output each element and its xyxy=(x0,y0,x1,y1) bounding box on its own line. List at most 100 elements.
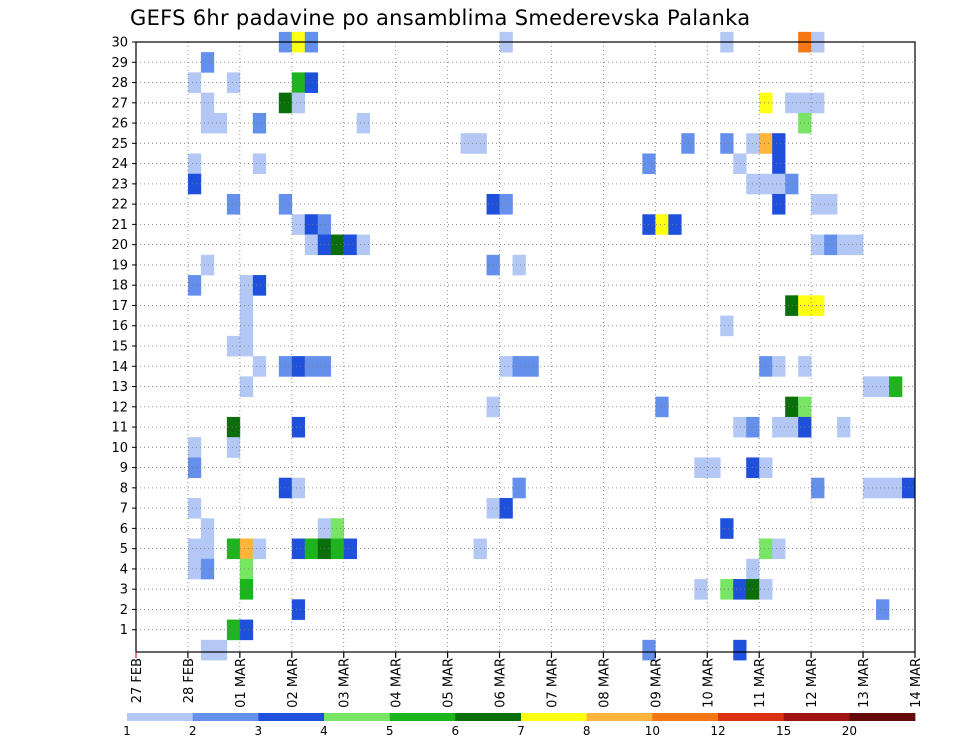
y-tick-label: 8 xyxy=(120,481,128,496)
heatmap-cell xyxy=(486,497,500,519)
heatmap-cell xyxy=(759,579,773,600)
y-tick-label: 26 xyxy=(111,117,128,132)
heatmap-cell xyxy=(226,416,241,438)
colorbar-swatch xyxy=(521,713,588,721)
y-tick-label: 2 xyxy=(120,603,128,618)
x-tick-label: 06 MAR xyxy=(494,658,509,708)
heatmap-cell xyxy=(187,437,202,458)
x-tick-label: 12 MAR xyxy=(805,658,820,708)
y-tick-label: 5 xyxy=(120,542,128,557)
heatmap-cell xyxy=(876,376,890,397)
heatmap-cell xyxy=(291,92,306,114)
y-tick-label: 14 xyxy=(111,360,128,375)
y-tick-label: 10 xyxy=(111,441,128,456)
heatmap-cell xyxy=(460,133,474,154)
cells-layer xyxy=(187,31,916,661)
heatmap-cell xyxy=(733,639,747,661)
heatmap-cell xyxy=(642,639,656,661)
y-tick-label: 30 xyxy=(111,36,128,51)
heatmap-cell xyxy=(278,356,293,377)
heatmap-cell xyxy=(200,639,215,661)
colorbar-label: 6 xyxy=(452,724,460,738)
heatmap-cell xyxy=(772,133,786,154)
y-tick-label: 27 xyxy=(111,96,128,111)
heatmap-cell xyxy=(876,477,890,499)
heatmap-cell xyxy=(200,92,215,114)
y-tick-label: 29 xyxy=(111,56,128,71)
heatmap-cell xyxy=(486,396,500,418)
y-tick-label: 23 xyxy=(111,177,128,192)
heatmap-cell xyxy=(499,193,513,215)
y-tick-label: 13 xyxy=(111,380,128,395)
x-tick-label: 09 MAR xyxy=(649,658,664,708)
colorbar-swatch xyxy=(127,713,194,721)
colorbar-swatch xyxy=(652,713,719,721)
heatmap-cell xyxy=(681,133,695,154)
heatmap-cell xyxy=(187,457,202,479)
heatmap-cell xyxy=(772,173,786,195)
heatmap-cell xyxy=(811,477,825,499)
y-tick-label: 20 xyxy=(111,238,128,253)
x-tick-label: 13 MAR xyxy=(857,658,872,708)
x-tick-label: 27 FEB xyxy=(130,658,145,703)
heatmap-cell xyxy=(499,356,513,377)
y-tick-label: 15 xyxy=(111,339,128,354)
plot-frame xyxy=(135,41,916,653)
heatmap-cell xyxy=(785,295,799,316)
x-axis: 27 FEB 28 FEB 01 MAR 02 MAR 03 MAR 04 MAR 05 M… xyxy=(130,652,924,708)
heatmap-cell xyxy=(720,579,734,600)
heatmap-cell xyxy=(759,173,773,195)
heatmap-cell xyxy=(811,234,825,256)
heatmap-cell xyxy=(291,599,306,620)
heatmap-cell xyxy=(304,214,319,235)
heatmap-cell xyxy=(291,214,306,235)
y-axis: 1234567891011121314151617181920212223242… xyxy=(111,36,136,638)
colorbar-label: 15 xyxy=(776,724,791,738)
heatmap-cell xyxy=(785,173,799,195)
colorbar: 1 2 3 4 5 6 7 8 10 12 15 20 xyxy=(123,713,916,738)
colorbar-swatch xyxy=(849,713,916,721)
heatmap-cell xyxy=(772,356,786,377)
heatmap-cell xyxy=(239,275,254,296)
heatmap-cell xyxy=(343,538,358,560)
colorbar-label: 1 xyxy=(123,724,131,738)
heatmap-cell xyxy=(278,92,293,114)
heatmap-cell xyxy=(811,295,825,316)
heatmap-cell xyxy=(239,376,254,397)
heatmap-cell xyxy=(759,133,773,154)
heatmap-cell xyxy=(733,153,747,175)
heatmap-cell xyxy=(239,579,254,600)
heatmap-cell xyxy=(486,193,500,215)
colorbar-swatch xyxy=(192,713,259,721)
heatmap-cell xyxy=(278,193,293,215)
heatmap-cell xyxy=(759,92,773,114)
colorbar-label: 20 xyxy=(842,724,857,738)
x-tick-label: 28 FEB xyxy=(182,658,197,703)
heatmap-cell xyxy=(187,538,202,560)
heatmap-cell xyxy=(772,416,786,438)
heatmap-cell xyxy=(863,477,877,499)
heatmap-cell xyxy=(213,639,228,661)
y-tick-label: 1 xyxy=(120,623,128,638)
heatmap-cell xyxy=(889,477,903,499)
colorbar-label: 8 xyxy=(583,724,591,738)
y-tick-label: 25 xyxy=(111,137,128,152)
heatmap-cell xyxy=(239,619,254,641)
heatmap-cell xyxy=(811,193,825,215)
heatmap-cell xyxy=(785,92,799,114)
heatmap-cell xyxy=(512,356,526,377)
heatmap-cell xyxy=(200,518,215,539)
heatmap-cell xyxy=(278,477,293,499)
heatmap-cell xyxy=(291,356,306,377)
heatmap-cell xyxy=(304,538,319,560)
y-tick-label: 17 xyxy=(111,299,128,314)
heatmap-cell xyxy=(252,112,267,134)
heatmap-cell xyxy=(356,234,370,256)
y-tick-label: 11 xyxy=(111,421,128,436)
x-tick-label: 02 MAR xyxy=(286,658,301,708)
heatmap-cell xyxy=(304,72,319,93)
x-tick-label: 05 MAR xyxy=(442,658,457,708)
grid-layer xyxy=(136,41,915,652)
heatmap-cell xyxy=(330,538,345,560)
heatmap-cell xyxy=(187,497,202,519)
